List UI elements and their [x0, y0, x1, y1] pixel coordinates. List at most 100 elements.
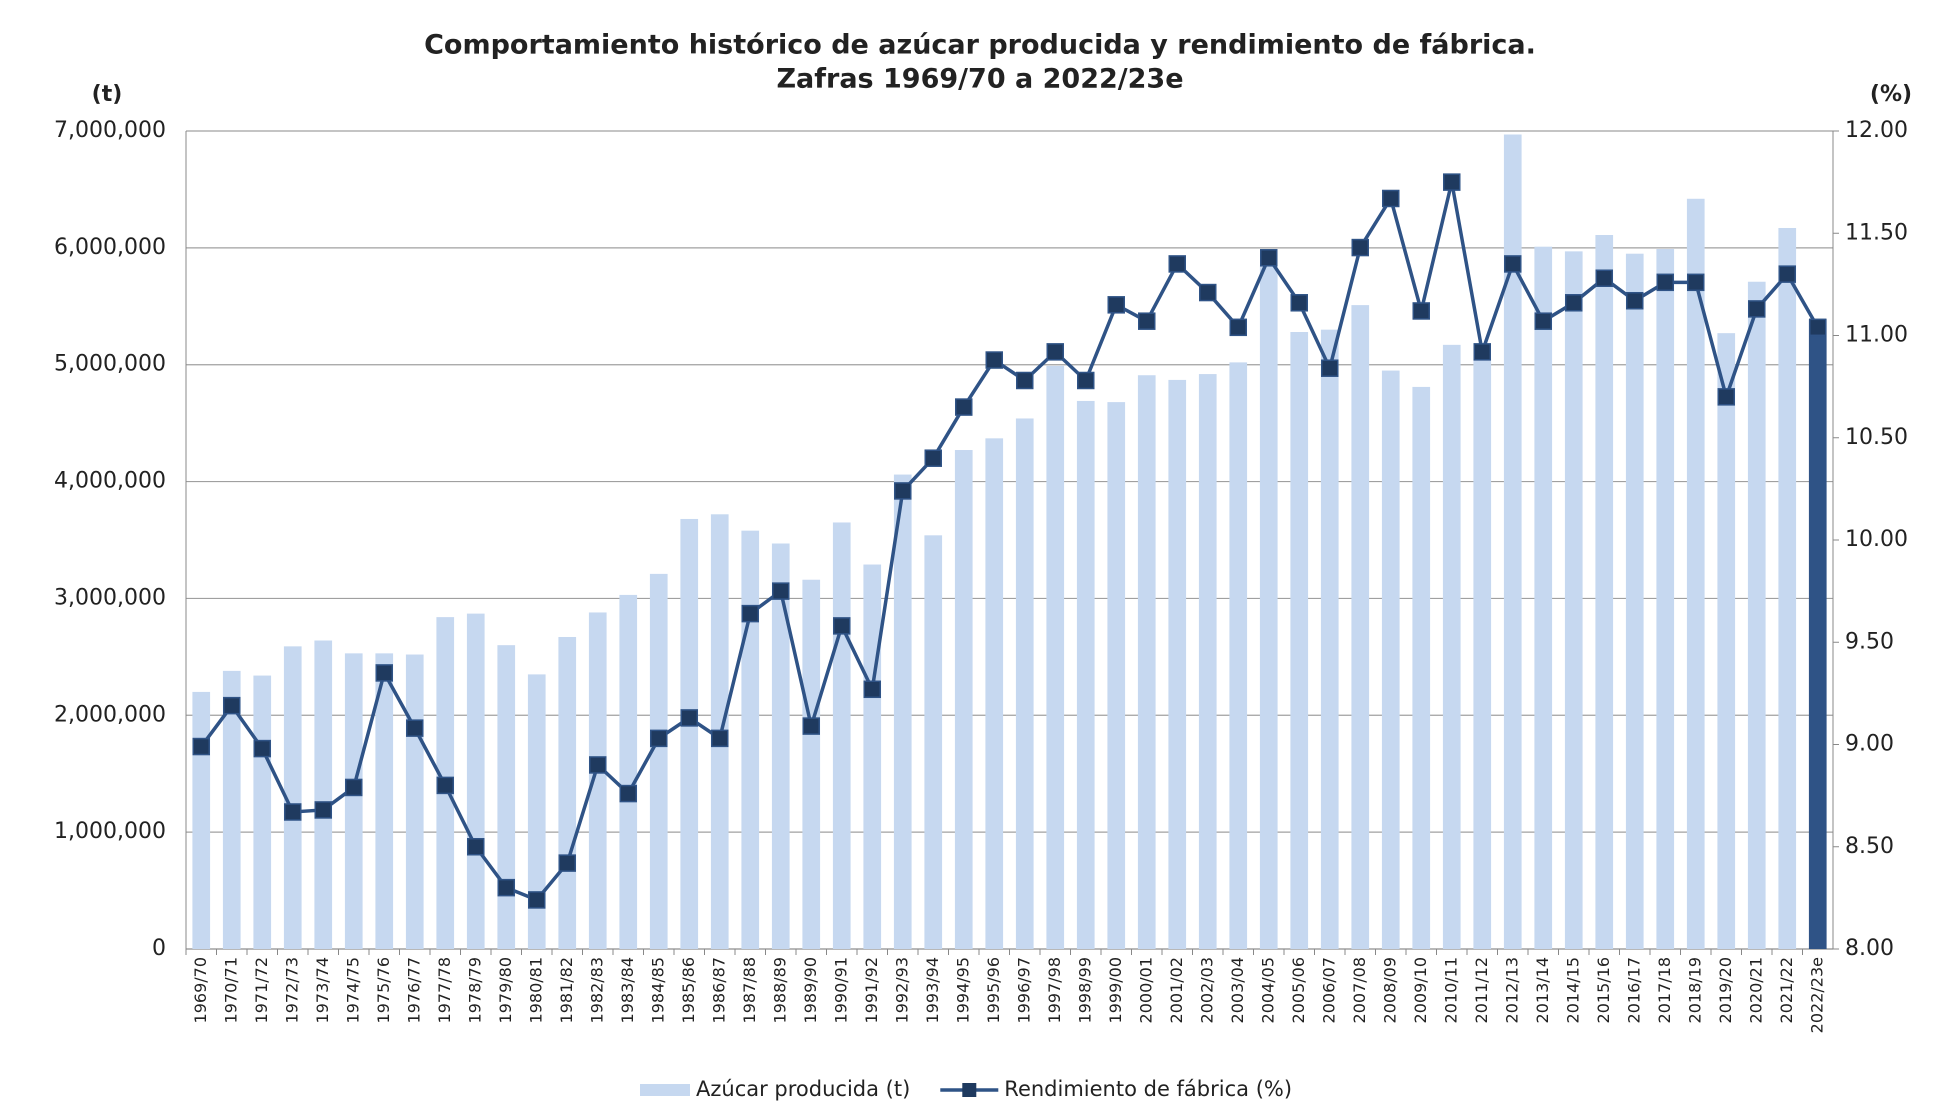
- x-tick-label: 2012/13: [1502, 957, 1521, 1023]
- marker: [558, 854, 576, 872]
- bar: [1412, 386, 1431, 950]
- bar: [1107, 402, 1126, 949]
- bar: [314, 640, 333, 949]
- bar: [680, 518, 699, 949]
- x-tick-label: 2005/06: [1289, 957, 1308, 1023]
- legend-label: Azúcar producida (t): [696, 1077, 910, 1101]
- bar: [1656, 249, 1675, 950]
- x-tick-label: 2003/04: [1228, 957, 1247, 1023]
- y2-tick-label: 11.50: [1845, 220, 1908, 245]
- x-tick-label: 1970/71: [221, 957, 240, 1023]
- y2-tick-label: 8.00: [1845, 936, 1894, 961]
- y2-tick-label: 9.00: [1845, 732, 1894, 757]
- marker: [1748, 300, 1766, 318]
- marker: [1412, 302, 1430, 320]
- marker: [833, 617, 851, 635]
- bar: [344, 653, 363, 949]
- x-tick-label: 1993/94: [923, 957, 942, 1023]
- x-tick-label: 1973/74: [313, 957, 332, 1023]
- bar: [893, 474, 912, 949]
- bar: [1076, 400, 1095, 949]
- marker: [1260, 249, 1278, 267]
- x-tick-label: 2018/19: [1685, 957, 1704, 1023]
- marker: [863, 680, 881, 699]
- bar: [1137, 375, 1156, 949]
- marker: [497, 878, 515, 897]
- bar: [283, 646, 302, 949]
- x-tick-label: 2016/17: [1624, 957, 1643, 1023]
- bar: [985, 438, 1004, 949]
- x-tick-label: 2001/02: [1167, 957, 1186, 1023]
- bar: [1473, 358, 1492, 949]
- x-tick-label: 1990/91: [831, 957, 850, 1023]
- bar: [1747, 281, 1766, 949]
- marker: [1565, 294, 1583, 312]
- marker: [253, 739, 271, 758]
- x-tick-label: 1976/77: [404, 957, 423, 1023]
- marker: [345, 778, 363, 797]
- bar: [1381, 370, 1400, 949]
- x-tick-label: 1982/83: [587, 957, 606, 1023]
- bar: [619, 594, 638, 949]
- bar: [1351, 305, 1370, 949]
- bar: [1717, 333, 1736, 950]
- bar: [1595, 235, 1614, 949]
- bar: [1290, 331, 1309, 950]
- bar: [1503, 134, 1522, 949]
- marker: [1199, 283, 1217, 302]
- y-tick-label: 3,000,000: [54, 585, 166, 610]
- x-tick-label: 1995/96: [984, 957, 1003, 1023]
- x-tick-label: 1988/89: [770, 957, 789, 1023]
- marker: [1473, 343, 1491, 361]
- x-tick-label: 2011/12: [1472, 957, 1491, 1023]
- y2-axis-label: (%): [1870, 82, 1912, 107]
- x-tick-label: 1997/98: [1045, 957, 1064, 1023]
- bar: [253, 675, 272, 949]
- bar: [741, 530, 760, 949]
- y2-tick-label: 9.50: [1845, 629, 1894, 654]
- y2-tick-label: 8.50: [1845, 834, 1894, 859]
- marker: [894, 482, 912, 500]
- y-tick-label: 2,000,000: [54, 702, 166, 727]
- x-tick-label: 2010/11: [1441, 957, 1460, 1023]
- x-tick-label: 1977/78: [435, 957, 454, 1023]
- chart-subtitle: Zafras 1969/70 a 2022/23e: [776, 64, 1183, 95]
- x-tick-label: 2002/03: [1197, 957, 1216, 1023]
- bar: [466, 613, 485, 949]
- x-tick-label: 1979/80: [496, 957, 515, 1023]
- x-tick-label: 2021/22: [1777, 957, 1796, 1023]
- bar: [1534, 246, 1553, 949]
- bar: [802, 579, 821, 949]
- bar: [1686, 198, 1705, 949]
- bar: [649, 573, 668, 949]
- bar: [1564, 251, 1583, 949]
- bar: [527, 674, 546, 949]
- marker: [985, 351, 1003, 369]
- x-tick-label: 2014/15: [1563, 957, 1582, 1023]
- x-tick-label: 2008/09: [1380, 957, 1399, 1023]
- x-tick-label: 2007/08: [1350, 957, 1369, 1023]
- x-tick-label: 1974/75: [343, 957, 362, 1023]
- bar: [1015, 418, 1034, 949]
- marker: [772, 582, 790, 600]
- marker: [1534, 312, 1552, 330]
- marker: [1717, 388, 1735, 406]
- y2-tick-label: 12.00: [1845, 118, 1908, 143]
- marker: [1107, 296, 1125, 314]
- marker: [1656, 273, 1674, 292]
- x-tick-label: 1998/99: [1075, 957, 1094, 1023]
- bar: [1259, 265, 1278, 949]
- marker: [1077, 371, 1095, 390]
- bar: [1198, 374, 1217, 949]
- bar: [1778, 227, 1797, 949]
- grid: [186, 130, 1833, 950]
- x-tick-label: 1972/73: [282, 957, 301, 1023]
- y2-tick-label: 11.00: [1845, 323, 1908, 348]
- bar: [954, 450, 973, 949]
- x-tick-label: 2020/21: [1746, 957, 1765, 1023]
- x-tick-label: 2017/18: [1655, 957, 1674, 1023]
- x-tick-label: 2000/01: [1136, 957, 1155, 1023]
- x-tick-label: 1989/90: [801, 957, 820, 1023]
- marker: [1504, 255, 1522, 273]
- marker: [711, 729, 729, 748]
